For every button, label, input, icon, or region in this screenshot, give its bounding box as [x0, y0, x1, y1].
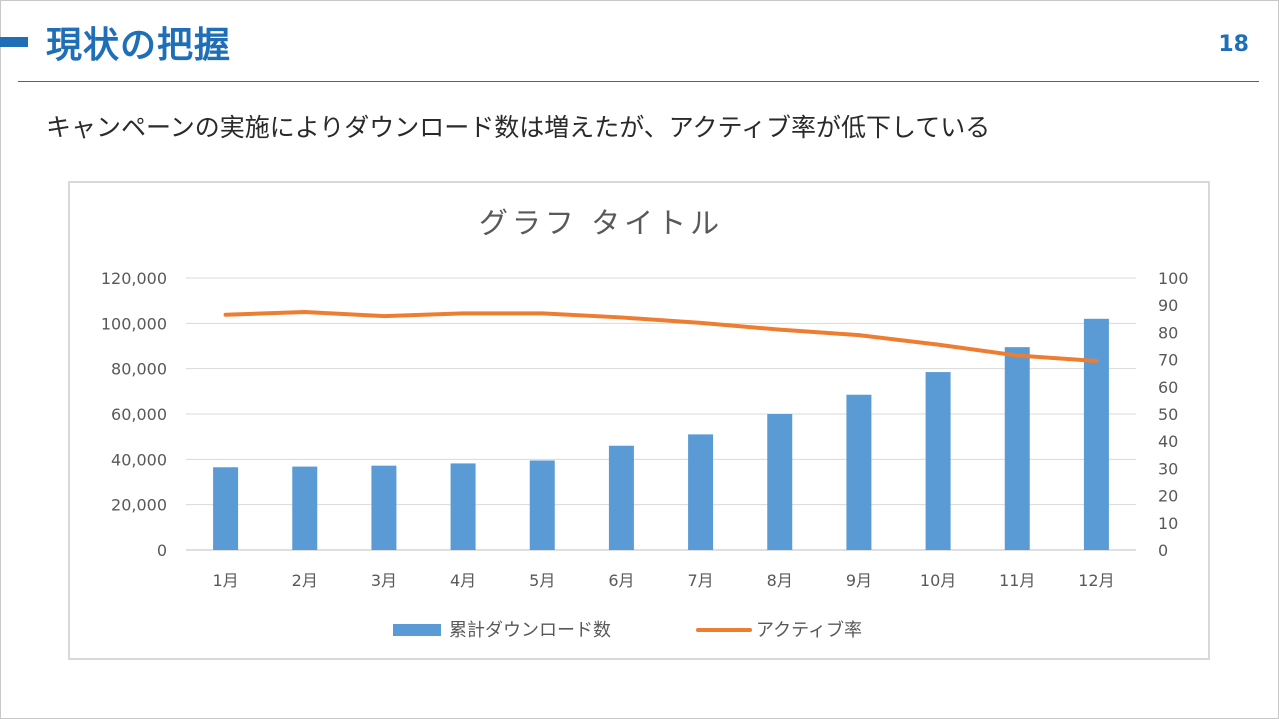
line-series [223, 310, 1099, 363]
y-right-tick-label: 40 [1158, 432, 1178, 451]
x-tick-label: 9月 [846, 571, 872, 590]
y-right-tick-label: 80 [1158, 323, 1178, 342]
y-left-tick-label: 40,000 [111, 450, 167, 469]
y-right-tick-label: 10 [1158, 514, 1178, 533]
x-tick-label: 1月 [212, 571, 238, 590]
x-tick-label: 12月 [1078, 571, 1114, 590]
slide-title: 現状の把握 [46, 25, 232, 66]
y-left-tick-label: 80,000 [111, 360, 167, 379]
y-left-tick-label: 0 [157, 541, 167, 560]
bar [213, 467, 239, 550]
y-right-tick-label: 60 [1158, 378, 1178, 397]
x-tick-label: 10月 [920, 571, 956, 590]
right-axis: 0 10 20 30 40 50 60 70 80 90 100 [1158, 269, 1189, 560]
x-tick-label: 4月 [450, 571, 476, 590]
slide-subtitle: キャンペーンの実施によりダウンロード数は増えたが、アクティブ率が低下している [46, 113, 991, 142]
bar [846, 394, 872, 550]
legend: 累計ダウンロード数 アクティブ率 [393, 619, 862, 641]
bar [1083, 318, 1109, 550]
y-left-tick-label: 120,000 [101, 269, 167, 288]
x-tick-label: 7月 [687, 571, 713, 590]
x-tick-label: 3月 [371, 571, 397, 590]
bar [371, 465, 397, 550]
y-right-tick-label: 90 [1158, 296, 1178, 315]
bar [292, 466, 318, 550]
x-axis: 1月 2月 3月 4月 5月 6月 7月 8月 9月 10月 11月 12月 [212, 571, 1114, 590]
gridlines [186, 277, 1136, 551]
bar [688, 434, 714, 550]
title-divider [18, 81, 1259, 82]
legend-label: アクティブ率 [756, 619, 862, 641]
bar [767, 414, 793, 550]
page-number: 18 [1218, 32, 1249, 57]
x-tick-label: 8月 [767, 571, 793, 590]
y-right-tick-label: 0 [1158, 541, 1168, 560]
y-left-tick-label: 20,000 [111, 496, 167, 515]
legend-label: 累計ダウンロード数 [449, 620, 611, 641]
title-accent-bar [0, 37, 28, 47]
y-left-tick-label: 100,000 [101, 314, 167, 333]
y-left-tick-label: 60,000 [111, 405, 167, 424]
y-right-tick-label: 100 [1158, 269, 1189, 288]
y-right-tick-label: 20 [1158, 487, 1178, 506]
combo-chart: グラフ タイトル 0 20,000 40,000 60,000 80,000 100,00… [101, 206, 1189, 641]
y-right-tick-label: 30 [1158, 459, 1178, 478]
chart-title: グラフ タイトル [479, 206, 723, 240]
bar-series [213, 318, 1109, 550]
bar [608, 445, 634, 550]
x-tick-label: 6月 [608, 571, 634, 590]
y-right-tick-label: 50 [1158, 405, 1178, 424]
bar [925, 372, 951, 550]
bar [529, 460, 555, 550]
series-line [223, 310, 1099, 363]
left-axis: 0 20,000 40,000 60,000 80,000 100,000 120,000 [101, 269, 167, 560]
x-tick-label: 5月 [529, 571, 555, 590]
chart-frame[interactable]: グラフ タイトル 0 20,000 40,000 60,000 80,000 100,00… [68, 181, 1210, 660]
x-tick-label: 2月 [292, 571, 318, 590]
bar [1004, 347, 1030, 550]
x-tick-label: 11月 [999, 571, 1035, 590]
y-right-tick-label: 70 [1158, 351, 1178, 370]
legend-swatch-bar [393, 624, 441, 636]
bar [450, 463, 476, 550]
